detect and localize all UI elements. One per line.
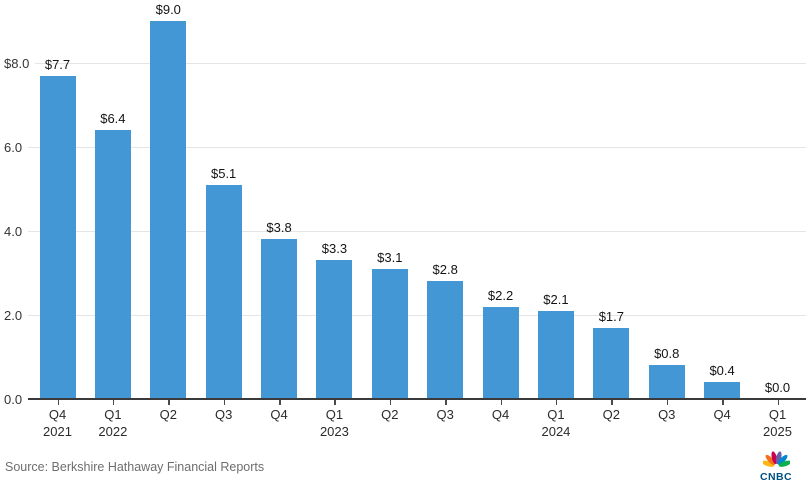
x-axis-tick: [500, 400, 503, 405]
x-tick-quarter: Q4: [270, 407, 288, 422]
x-axis-tick: [666, 400, 669, 405]
x-tick-label: Q2: [358, 406, 422, 423]
gridline: [35, 62, 806, 64]
y-tick-label: 6.0: [0, 139, 29, 155]
bar-value-label: $1.7: [598, 308, 624, 324]
bar-value-label: $5.1: [210, 165, 237, 181]
bar: [316, 260, 353, 399]
x-axis-tick: [611, 400, 613, 405]
bar: [704, 382, 741, 399]
x-axis-tick: [555, 400, 558, 405]
x-axis-line-row: 0.0: [0, 390, 806, 408]
bar-value-label: $3.8: [266, 220, 292, 236]
x-tick-label: Q2: [579, 406, 643, 423]
bar: [371, 268, 408, 399]
x-axis-tick: [223, 400, 226, 405]
bar-value-label: $0.8: [654, 346, 680, 362]
y-gridline-row: 2.0: [0, 306, 806, 324]
x-tick-quarter: Q4: [48, 407, 67, 422]
y-gridline-row: $8.0: [0, 54, 806, 72]
bar-value-label: $3.1: [377, 249, 403, 265]
source-text: Source: Berkshire Hathaway Financial Rep…: [5, 460, 265, 474]
x-tick-label: Q4 2021: [26, 406, 90, 440]
bar: [39, 75, 76, 399]
bar: [94, 130, 131, 399]
x-tick-label: Q3: [635, 406, 699, 423]
bar-value-label: $2.8: [432, 262, 458, 278]
bar: [648, 365, 685, 399]
gridline: [28, 146, 806, 148]
x-axis-tick: [777, 400, 779, 405]
bar: [482, 306, 519, 399]
x-tick-label: Q1 2023: [302, 406, 366, 440]
x-tick-label: Q4: [247, 406, 311, 423]
x-axis-tick: [112, 400, 115, 405]
y-tick-label: 0.0: [0, 391, 29, 407]
x-tick-label: Q3: [413, 406, 477, 423]
bar: [261, 239, 298, 399]
bar-value-label: $0.0: [764, 380, 791, 395]
x-tick-quarter: Q2: [381, 407, 399, 422]
bar: [427, 281, 464, 399]
x-axis-tick: [57, 400, 59, 405]
bar: [150, 21, 187, 399]
x-tick-quarter: Q4: [713, 407, 731, 422]
bar-value-label: $7.7: [44, 56, 71, 72]
x-tick-label: Q1 2025: [746, 406, 806, 440]
y-tick-label: $8.0: [0, 55, 36, 71]
cnbc-logo: CNBC: [751, 450, 801, 483]
x-tick-quarter: Q3: [658, 407, 676, 422]
x-tick-quarter: Q1: [325, 407, 344, 422]
x-tick-label: Q1 2022: [81, 406, 145, 440]
x-tick-label: Q2: [136, 406, 200, 423]
bar: [537, 310, 574, 399]
y-tick-label: 4.0: [0, 223, 29, 239]
gridline: [28, 230, 806, 232]
x-axis-tick: [389, 400, 392, 405]
bar-value-label: $0.4: [709, 363, 735, 379]
x-tick-quarter: Q3: [436, 407, 454, 422]
x-tick-year: 2024: [541, 424, 571, 439]
bar-value-label: $9.0: [155, 2, 181, 17]
bar: [205, 184, 242, 399]
x-tick-year: 2022: [98, 424, 128, 439]
x-tick-quarter: Q2: [602, 407, 621, 422]
bar-value-label: $2.1: [543, 291, 569, 307]
cnbc-wordmark: CNBC: [760, 471, 792, 483]
x-tick-label: Q4: [690, 406, 754, 423]
x-axis-tick: [445, 400, 447, 405]
bar: [593, 327, 630, 399]
y-tick-label: 2.0: [0, 307, 29, 323]
bar-value-label: $3.3: [321, 241, 348, 257]
bar-value-label: $2.2: [487, 287, 514, 303]
x-tick-year: 2025: [763, 424, 792, 439]
x-tick-quarter: Q1: [104, 407, 122, 422]
x-axis-tick: [168, 400, 170, 405]
x-tick-quarter: Q2: [159, 407, 177, 422]
cnbc-peacock-icon: [761, 451, 791, 467]
bar-value-label: $6.4: [100, 111, 126, 127]
x-axis-tick: [334, 400, 336, 405]
x-tick-quarter: Q1: [768, 407, 787, 422]
x-axis-tick: [279, 400, 281, 405]
x-axis-line: [28, 398, 806, 400]
y-gridline-row: 6.0: [0, 138, 806, 156]
x-axis-tick: [722, 400, 724, 405]
x-tick-quarter: Q3: [214, 407, 233, 422]
gridline: [28, 314, 806, 316]
x-tick-quarter: Q1: [547, 407, 565, 422]
y-gridline-row: 4.0: [0, 222, 806, 240]
x-tick-quarter: Q4: [491, 407, 510, 422]
x-tick-year: 2021: [43, 424, 72, 439]
x-tick-label: Q1 2024: [524, 406, 588, 440]
x-tick-label: Q4: [469, 406, 533, 423]
x-tick-label: Q3: [192, 406, 256, 423]
x-tick-year: 2023: [319, 424, 349, 439]
